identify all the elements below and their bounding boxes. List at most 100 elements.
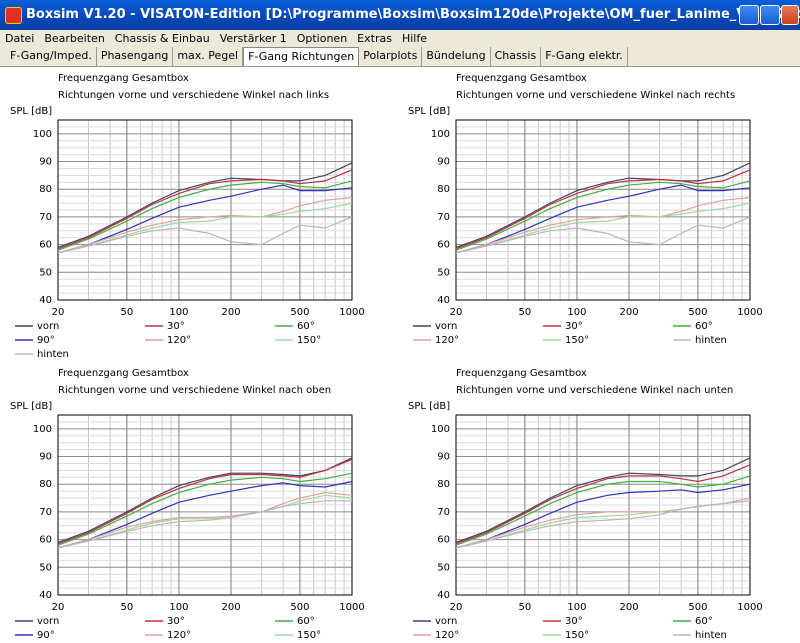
minimize-button[interactable] [739,5,759,25]
legend-label: 60° [297,616,315,627]
legend-label: 30° [167,616,185,627]
plots: Frequenzgang Gesamtbox Richtungen vorne u… [0,67,800,643]
x-tick-label: 500 [290,307,309,318]
y-tick-label: 80 [437,184,450,195]
menu-item[interactable]: Hilfe [401,32,427,45]
series-line [455,196,751,254]
plot-frame [455,414,751,596]
x-tick-label: 500 [688,602,707,613]
series-line [57,162,353,248]
menu-item[interactable]: Bearbeiten [44,32,105,45]
x-tick-label: 20 [52,602,65,613]
legend-label: 150° [565,335,589,346]
menu-bar: Datei Bearbeiten Chassis & Einbau Verstärke… [0,30,800,47]
x-tick-label: 1000 [737,307,762,318]
legend-label: hinten [37,349,69,360]
series-line [455,457,751,543]
series-line [455,500,751,549]
maximize-button[interactable] [760,5,780,25]
tab[interactable]: F-Gang/Imped. [6,47,97,66]
plot-frame [57,119,353,301]
y-tick-label: 60 [437,240,450,251]
series-line [455,483,751,549]
series-line [57,184,353,254]
menu-item[interactable]: Datei [5,32,35,45]
y-axis-label: SPL [dB] [408,106,450,117]
tab[interactable]: F-Gang elektr. [541,47,628,66]
y-tick-label: 40 [437,590,450,601]
legend-label: vorn [37,616,59,627]
title-bar: Boxsim V1.20 - VISATON-Edition [D:\Progr… [0,0,800,30]
x-tick-label: 1000 [339,602,364,613]
tab[interactable]: Bündelung [422,47,491,66]
series-line [455,475,751,546]
x-tick-label: 50 [518,307,531,318]
window-title: Boxsim V1.20 - VISATON-Edition [D:\Progr… [26,7,800,22]
x-tick-label: 200 [221,307,240,318]
legend-label: 150° [297,630,321,641]
legend-label: 120° [435,335,459,346]
legend-label: 60° [297,321,315,332]
x-tick-label: 50 [120,602,133,613]
tab[interactable]: Phasengang [97,47,174,66]
x-tick-label: 100 [567,307,586,318]
x-tick-label: 20 [450,602,463,613]
y-axis-label: SPL [dB] [408,401,450,412]
y-tick-label: 60 [437,535,450,546]
menu-item[interactable]: Verstärker 1 [219,32,287,45]
y-tick-label: 60 [39,535,52,546]
y-tick-label: 80 [39,184,52,195]
legend-label: 120° [435,630,459,641]
x-tick-label: 100 [169,602,188,613]
legend-label: vorn [37,321,59,332]
series-line [57,472,353,546]
series-line [57,458,353,545]
y-tick-label: 80 [39,479,52,490]
legend-label: 30° [565,321,583,332]
y-axis-label: SPL [dB] [10,106,52,117]
y-tick-label: 90 [39,157,52,168]
x-tick-label: 500 [688,307,707,318]
series-line [57,169,353,250]
close-button[interactable] [781,5,799,25]
series-line [57,500,352,549]
legend-label: 150° [297,335,321,346]
series-line [455,184,751,254]
menu-item[interactable]: Chassis & Einbau [114,32,210,45]
chart-title: Frequenzgang Gesamtbox [456,73,587,84]
series-line [57,202,353,254]
series-line [57,216,353,254]
y-tick-label: 90 [39,452,52,463]
tab[interactable]: F-Gang Richtungen [243,47,360,66]
series-line [57,457,353,543]
x-tick-label: 50 [120,307,133,318]
y-tick-label: 80 [437,479,450,490]
tab-bar: F-Gang/Imped. Phasengang max. Pegel F-Gang … [0,47,800,67]
series-line [455,180,751,251]
x-tick-label: 20 [52,307,65,318]
x-tick-label: 200 [619,307,638,318]
x-tick-label: 1000 [737,602,762,613]
tab[interactable]: Polarplots [359,47,423,66]
y-tick-label: 100 [33,424,52,435]
tab[interactable]: Chassis [491,47,542,66]
chart-subtitle: Richtungen vorne und verschiedene Winkel… [58,90,329,101]
series-line [455,162,751,248]
y-tick-label: 70 [437,507,450,518]
tab[interactable]: max. Pegel [173,47,244,66]
y-tick-label: 90 [437,157,450,168]
y-tick-label: 50 [437,267,450,278]
legend-label: 90° [37,335,55,346]
menu-item[interactable]: Extras [357,32,392,45]
plot-frame [455,119,751,301]
chart-title: Frequenzgang Gesamtbox [58,73,189,84]
legend-label: hinten [695,335,727,346]
legend-label: 30° [565,616,583,627]
series-line [57,480,353,549]
y-tick-label: 100 [33,129,52,140]
chart-title: Frequenzgang Gesamtbox [58,368,189,379]
y-tick-label: 100 [431,129,450,140]
legend-label: 60° [695,616,713,627]
menu-item[interactable]: Optionen [296,32,348,45]
